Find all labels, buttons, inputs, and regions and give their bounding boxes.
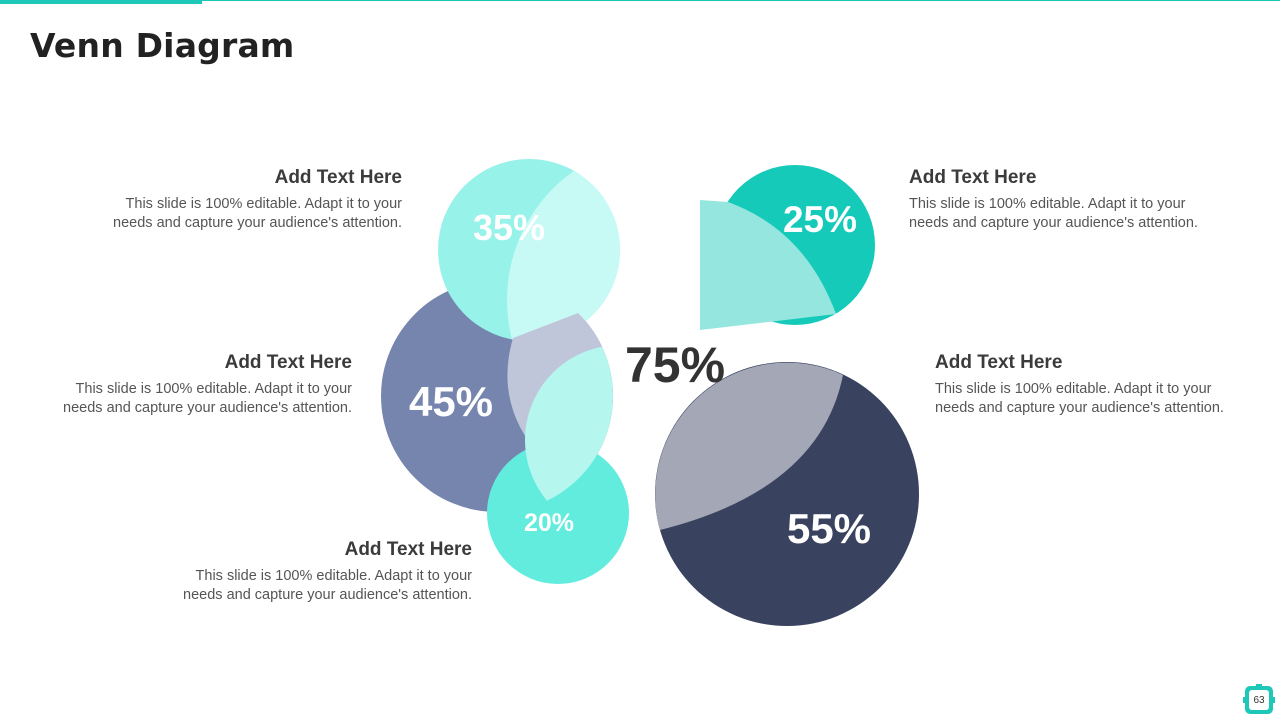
top-accent-bar <box>0 0 202 4</box>
label-top-right: 25% <box>783 199 857 240</box>
block-body-line: This slide is 100% editable. Adapt it to… <box>195 568 472 584</box>
block-body-line: This slide is 100% editable. Adapt it to… <box>909 196 1186 212</box>
label-center: 75% <box>625 337 725 393</box>
label-bottom-small: 20% <box>524 509 574 537</box>
text-block-mid-left: Add Text Here This slide is 100% editabl… <box>32 352 352 418</box>
text-block-top-right: Add Text Here This slide is 100% editabl… <box>909 167 1229 233</box>
block-body-line: This slide is 100% editable. Adapt it to… <box>935 381 1212 397</box>
block-heading: Add Text Here <box>344 539 472 560</box>
block-heading: Add Text Here <box>909 167 1037 188</box>
block-heading: Add Text Here <box>935 352 1063 373</box>
label-big-right: 55% <box>787 505 871 552</box>
top-rule <box>0 0 1280 1</box>
block-body-line: needs and capture your audience's attent… <box>909 215 1198 231</box>
block-body-line: needs and capture your audience's attent… <box>63 400 352 416</box>
label-mid-left: 45% <box>409 378 493 425</box>
block-body-line: needs and capture your audience's attent… <box>113 215 402 231</box>
block-body-line: needs and capture your audience's attent… <box>183 587 472 603</box>
block-body-line: needs and capture your audience's attent… <box>935 400 1224 416</box>
overlap-top-right <box>700 200 836 330</box>
text-block-top-left: Add Text Here This slide is 100% editabl… <box>82 167 402 233</box>
circle-bottom-small <box>487 442 629 584</box>
overlap-big-right <box>655 362 843 530</box>
slide-title: Venn Diagram <box>30 26 295 65</box>
page-badge-icon <box>1243 684 1275 714</box>
block-heading: Add Text Here <box>224 352 352 373</box>
block-heading: Add Text Here <box>274 167 402 188</box>
label-top-left: 35% <box>473 207 545 248</box>
text-block-bottom-left: Add Text Here This slide is 100% editabl… <box>152 539 472 605</box>
overlap-top-mid <box>507 159 620 341</box>
text-block-mid-right: Add Text Here This slide is 100% editabl… <box>935 352 1255 418</box>
block-body-line: This slide is 100% editable. Adapt it to… <box>75 381 352 397</box>
page-number: 63 <box>1253 695 1265 706</box>
block-body-line: This slide is 100% editable. Adapt it to… <box>125 196 402 212</box>
